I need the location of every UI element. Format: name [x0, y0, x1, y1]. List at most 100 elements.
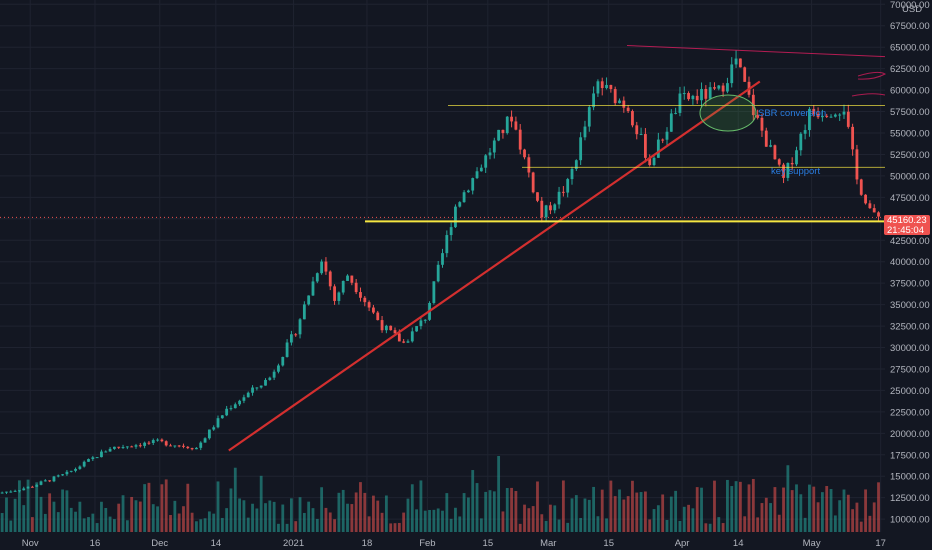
candle-body [56, 475, 60, 477]
candle-body [147, 442, 151, 444]
volume-bar [341, 489, 345, 532]
volume-bar [277, 523, 280, 532]
last-price-tag: 45160.23 21:45:04 [884, 215, 930, 236]
volume-bar [82, 518, 86, 532]
candle-body [695, 95, 699, 101]
time-axis[interactable]: Nov 16 Dec 14 2021 18 Feb 15 Mar 15 Apr 14 May 17 [22, 538, 886, 549]
candle-body [61, 474, 65, 476]
volume-bar [5, 497, 8, 532]
candle-body [207, 429, 211, 439]
candle-body [605, 84, 608, 89]
candle-body [302, 304, 306, 320]
volume-bar [380, 512, 384, 532]
candle-body [264, 379, 267, 386]
volume-bar [687, 504, 690, 532]
x-tick-label: 15 [483, 538, 494, 549]
candle-body [134, 445, 138, 447]
sbr-annotation[interactable]: SBR conversion [758, 108, 826, 119]
candle-body [838, 114, 842, 116]
candle-body [294, 334, 298, 336]
candle-body [859, 179, 863, 195]
volume-bar [527, 508, 531, 532]
candle-body [367, 302, 371, 308]
volume-bar [497, 455, 501, 532]
volume-bar [169, 514, 172, 532]
candle-body [74, 468, 77, 471]
candle-body [708, 87, 712, 99]
volume-bar [164, 479, 168, 532]
candle-body [626, 107, 630, 112]
candle-body [656, 139, 660, 158]
volume-bar [212, 513, 216, 532]
volume-bar [846, 494, 850, 532]
volume-bar [69, 507, 73, 532]
volume-bar [195, 521, 198, 532]
volume-bar [251, 503, 254, 532]
candle-body [216, 418, 220, 428]
volume-bar [384, 495, 388, 532]
volume-bar [294, 521, 298, 532]
volume-bar [238, 498, 242, 532]
candle-body [864, 194, 867, 204]
volume-bar [695, 487, 699, 532]
volume-bar [22, 505, 26, 532]
candle-body [203, 438, 207, 443]
candle-body [415, 326, 419, 332]
candle-body [255, 387, 259, 389]
volume-bar [112, 519, 116, 532]
volume-bar [281, 504, 285, 532]
volume-bar [229, 488, 233, 532]
volume-bar [734, 481, 738, 532]
price-axis[interactable]: 70000.00 67500.00 65000.00 62500.00 60000.00… [890, 0, 930, 526]
candle-body [410, 331, 414, 342]
volume-bar [346, 503, 349, 532]
volume-bar [125, 520, 129, 532]
candle-body [661, 139, 665, 141]
volume-bar [466, 497, 470, 532]
candle-body [609, 84, 613, 90]
drawings[interactable] [228, 44, 887, 452]
candle-body [484, 155, 488, 168]
candle-body [622, 100, 626, 108]
candle-body [505, 116, 509, 134]
volume-bar [570, 498, 574, 532]
volume-bar [851, 509, 855, 532]
y-tick-label: 15000.00 [890, 472, 930, 483]
candle-body [497, 129, 501, 141]
candle-body [479, 167, 483, 172]
volume-bar [583, 498, 587, 532]
volume-bar [816, 502, 820, 532]
candle-body [782, 164, 785, 178]
volume-bar [91, 513, 95, 532]
candle-body [22, 488, 26, 491]
candle-body [190, 448, 194, 450]
candle-body [298, 319, 302, 335]
volume-bar [639, 492, 643, 532]
countdown: 21:45:04 [887, 225, 924, 236]
candle-body [743, 67, 747, 82]
candle-body [510, 116, 513, 122]
candle-body [182, 445, 185, 447]
volume-bar [795, 484, 798, 532]
candle-body [721, 85, 725, 92]
candle-body [151, 440, 155, 444]
candle-body [406, 341, 410, 343]
volume-bar [510, 487, 513, 532]
x-tick-label: Mar [540, 538, 556, 549]
candle-body [48, 480, 52, 482]
volume-bar [790, 490, 794, 532]
volume-bar [95, 523, 99, 532]
volume-bar [557, 519, 561, 532]
key-support-annotation[interactable]: key support [771, 166, 820, 177]
candle-body [212, 427, 216, 430]
candle-body [384, 325, 388, 331]
volume-bar [320, 487, 324, 532]
volume-bar [626, 496, 630, 532]
volume-bar [756, 517, 760, 532]
candle-body [631, 111, 634, 126]
candle-body [35, 484, 39, 487]
candle-body [380, 320, 384, 331]
volume-bar [199, 519, 203, 532]
y-tick-label: 35000.00 [890, 300, 930, 311]
